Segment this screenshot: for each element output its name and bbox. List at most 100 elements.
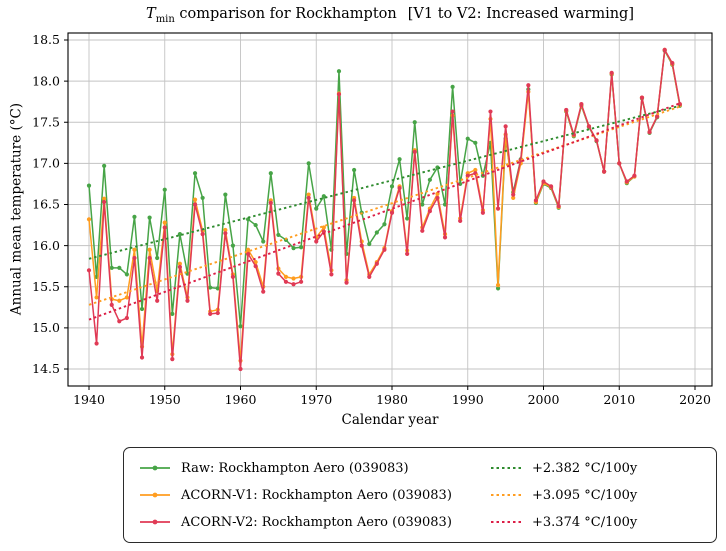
data-point-acorn-v2 [670,60,675,66]
data-point-raw [147,215,152,220]
data-point-acorn-v2 [382,247,387,252]
data-point-acorn-v2 [283,279,289,284]
data-point-raw [109,265,114,270]
legend-label-v1-trend: +3.095 °C/100y [532,487,638,503]
data-point-acorn-v2 [147,255,152,261]
data-point-acorn-v2 [503,124,508,129]
v2-trend-marker-icon [491,521,521,523]
y-tick-label: 15.5 [32,279,60,294]
data-point-acorn-v1 [102,196,107,201]
data-point-acorn-v1 [162,220,167,225]
data-point-acorn-v2 [102,199,107,205]
series-markers-acorn-v2 [86,47,682,372]
data-point-raw [102,163,107,168]
x-tick-label: 1960 [225,392,257,407]
data-point-acorn-v2 [367,274,372,279]
x-tick-label: 2020 [679,392,711,407]
data-point-raw [261,239,266,244]
data-point-acorn-v2 [344,280,349,285]
data-point-acorn-v1 [291,276,296,281]
data-point-acorn-v2 [586,124,592,129]
data-point-acorn-v2 [374,261,379,266]
data-point-raw [155,255,160,261]
data-point-acorn-v2 [564,107,569,113]
data-point-acorn-v2 [594,138,599,143]
data-point-acorn-v1 [495,283,501,288]
data-point-acorn-v2 [389,210,395,215]
data-point-acorn-v2 [624,179,629,184]
data-point-acorn-v1 [245,247,251,252]
legend-box: Raw: Rockhampton Aero (039083) +2.382 °C… [123,447,717,543]
data-point-acorn-v1 [283,274,289,279]
y-tick-label: 15.0 [32,320,60,335]
data-point-acorn-v2 [94,341,99,346]
data-point-acorn-v1 [132,247,137,252]
data-point-acorn-v1 [306,192,311,197]
data-point-acorn-v2 [268,200,273,205]
data-point-acorn-v2 [495,206,501,211]
data-point-acorn-v2 [291,282,296,287]
legend-label-raw: Raw: Rockhampton Aero (039083) [181,460,409,476]
data-point-raw [200,195,205,201]
data-point-raw [427,177,432,182]
data-point-raw [473,140,478,145]
data-point-acorn-v2 [124,315,129,321]
data-point-acorn-v2 [465,173,470,178]
data-point-raw [420,202,425,207]
data-point-acorn-v2 [450,109,455,114]
data-point-raw [139,306,145,312]
data-point-raw [495,286,501,291]
data-point-raw [223,192,228,197]
title-subscript: min [155,13,175,25]
x-tick-label: 1990 [452,392,484,407]
data-point-acorn-v2 [602,169,607,174]
y-tick-label: 17.0 [32,156,60,171]
data-point-acorn-v2 [306,195,311,201]
data-point-raw [314,206,319,211]
data-point-acorn-v1 [177,261,182,266]
raw-line-marker-icon [140,465,170,471]
data-point-acorn-v2 [162,225,167,230]
data-point-acorn-v2 [662,47,667,52]
data-point-acorn-v2 [359,243,364,248]
data-point-acorn-v1 [147,247,152,252]
data-point-raw [177,232,182,237]
y-tick-label: 16.5 [32,197,60,212]
data-point-acorn-v2 [435,195,440,201]
legend-label-v1: ACORN-V1: Rockhampton Aero (039083) [181,487,452,503]
v1-trend-marker-icon [491,494,521,496]
data-point-acorn-v2 [405,251,410,256]
data-point-acorn-v2 [480,210,485,215]
data-point-acorn-v1 [124,295,129,300]
data-point-raw [162,187,167,192]
data-point-raw [86,183,92,188]
data-point-raw [276,232,281,238]
data-point-acorn-v2 [185,298,190,303]
data-point-raw [132,214,137,219]
data-point-acorn-v2 [412,149,417,154]
data-point-acorn-v1 [435,191,440,196]
legend-label-v2-trend: +3.374 °C/100y [532,514,638,530]
data-point-acorn-v2 [155,298,160,303]
data-point-acorn-v2 [208,311,213,316]
plot-border [67,32,713,387]
legend-label-v2: ACORN-V2: Rockhampton Aero (039083) [181,514,452,530]
data-point-acorn-v2 [132,255,137,261]
data-point-acorn-v1 [223,227,228,233]
x-axis-label: Calendar year [341,412,439,428]
data-point-acorn-v2 [511,192,516,197]
y-tick-label: 14.5 [32,361,60,376]
legend-label-raw-trend: +2.382 °C/100y [532,460,638,476]
data-point-acorn-v2 [541,179,546,184]
data-point-acorn-v2 [230,274,236,279]
y-tick-label: 16.0 [32,238,60,253]
legend-item-v2: ACORN-V2: Rockhampton Aero (039083) [139,506,452,538]
data-point-raw [299,245,304,250]
data-point-acorn-v2 [526,83,531,88]
legend-row: ACORN-V1: Rockhampton Aero (039083) +3.0… [124,479,716,511]
data-point-acorn-v2 [609,70,614,75]
data-point-raw [230,243,236,248]
data-point-raw [124,272,129,277]
